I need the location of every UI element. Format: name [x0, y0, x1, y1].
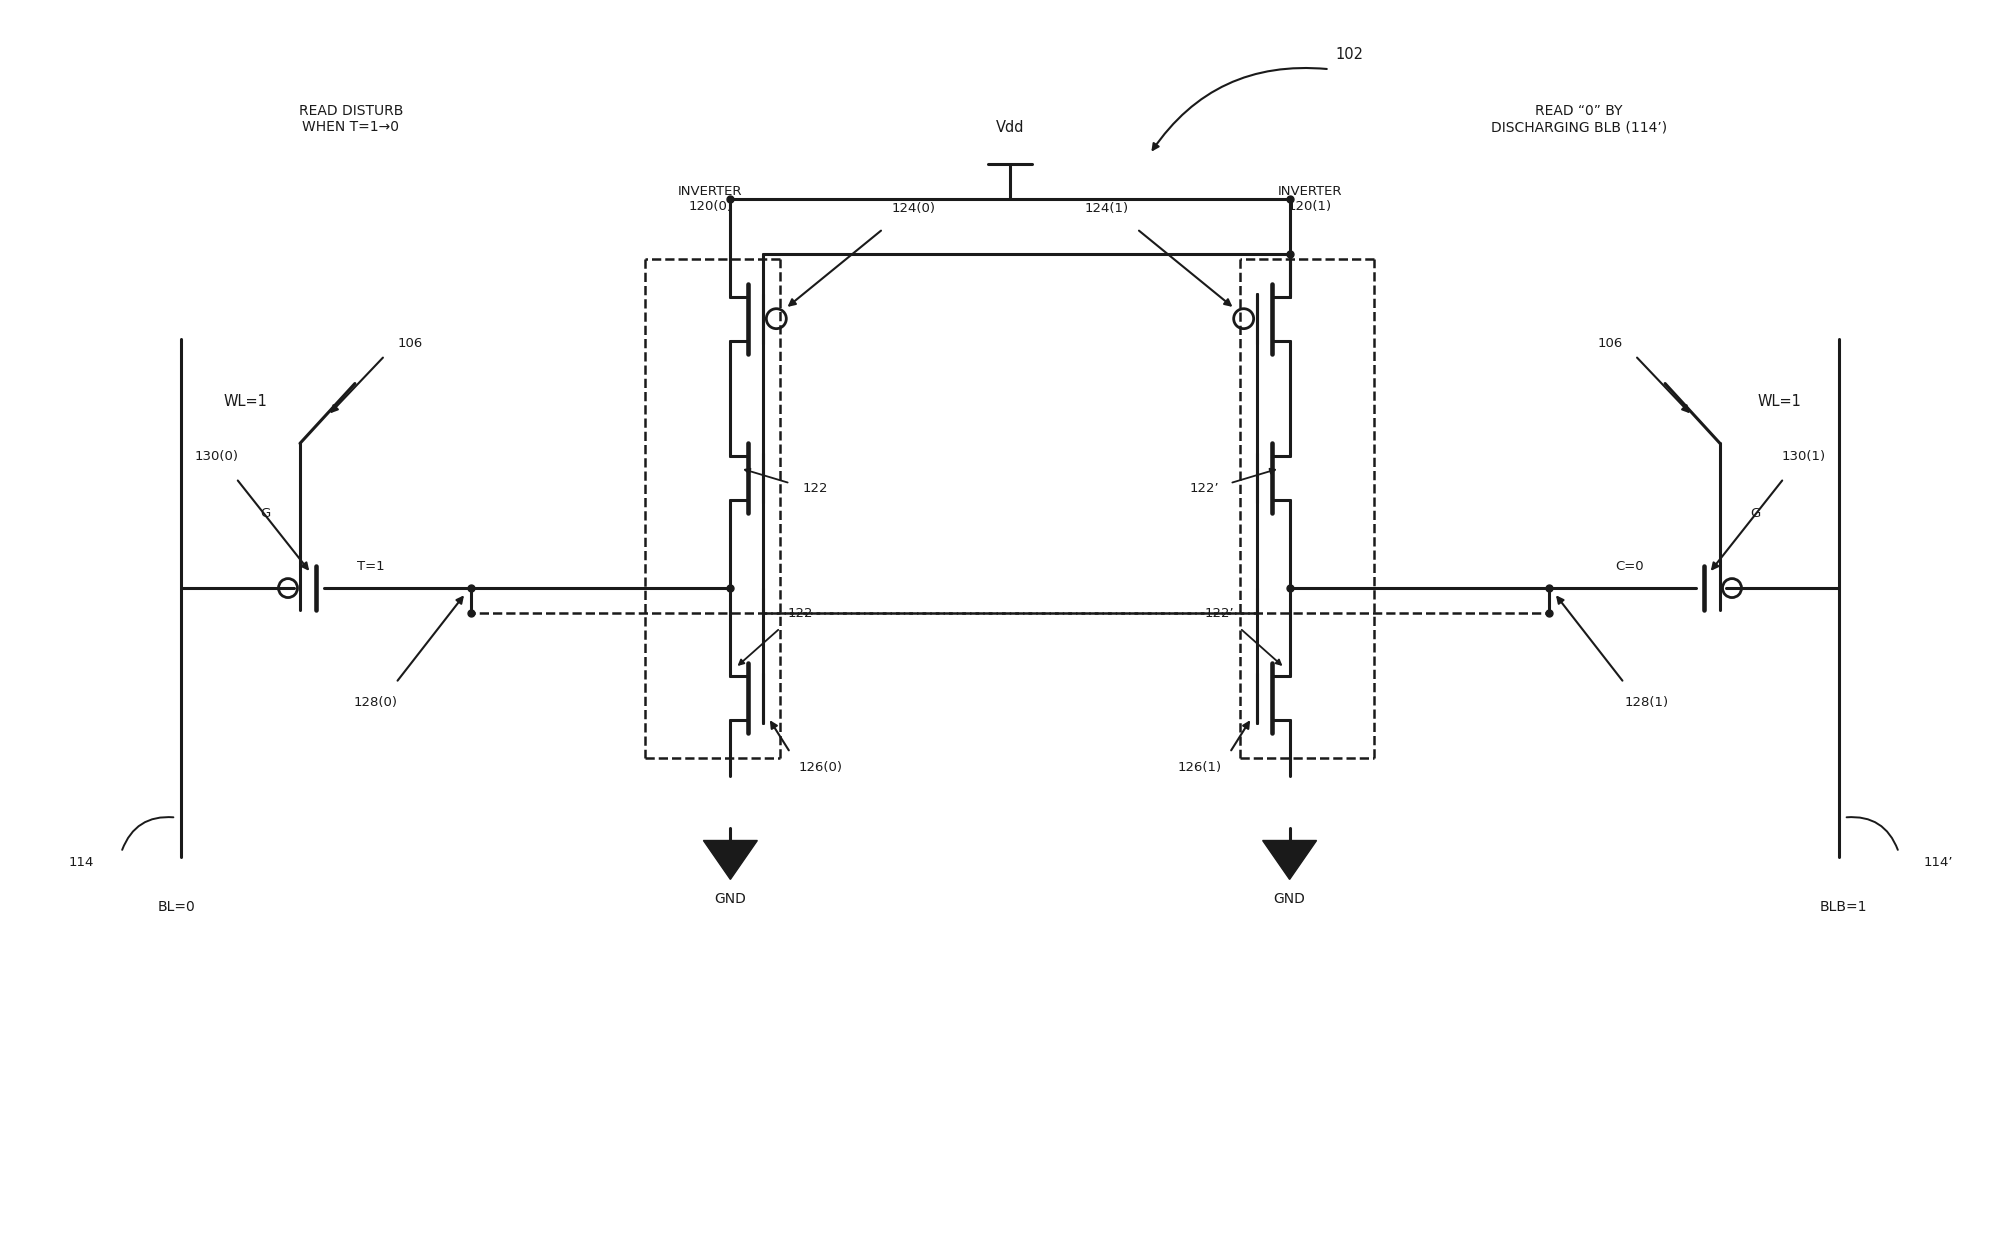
- Text: 130(0): 130(0): [193, 449, 237, 463]
- Text: 122: 122: [803, 482, 829, 495]
- Text: 126(1): 126(1): [1177, 761, 1221, 774]
- Text: GND: GND: [714, 893, 746, 906]
- Text: INVERTER
120(1): INVERTER 120(1): [1278, 184, 1342, 213]
- Text: 114: 114: [68, 855, 95, 869]
- Text: WL=1: WL=1: [1758, 394, 1803, 409]
- Text: 122’: 122’: [1189, 482, 1219, 495]
- Text: Vdd: Vdd: [996, 120, 1024, 135]
- Text: 128(1): 128(1): [1626, 696, 1670, 709]
- Text: 124(0): 124(0): [891, 203, 936, 215]
- Text: 122’: 122’: [1205, 607, 1235, 619]
- Text: BLB=1: BLB=1: [1821, 900, 1867, 915]
- Text: C=0: C=0: [1616, 560, 1644, 573]
- Text: 128(0): 128(0): [354, 696, 398, 709]
- Text: READ DISTURB
WHEN T=1→0: READ DISTURB WHEN T=1→0: [298, 104, 402, 134]
- Text: BL=0: BL=0: [157, 900, 195, 915]
- Text: 122: 122: [787, 607, 813, 619]
- Text: T=1: T=1: [356, 560, 384, 573]
- Text: 126(0): 126(0): [799, 761, 843, 774]
- Text: READ “0” BY
DISCHARGING BLB (114’): READ “0” BY DISCHARGING BLB (114’): [1491, 104, 1668, 134]
- Text: 130(1): 130(1): [1783, 449, 1827, 463]
- Polygon shape: [1264, 841, 1316, 879]
- Text: G: G: [260, 506, 270, 520]
- Text: G: G: [1750, 506, 1760, 520]
- Text: WL=1: WL=1: [223, 394, 268, 409]
- Text: INVERTER
120(0): INVERTER 120(0): [678, 184, 742, 213]
- Text: 106: 106: [1598, 337, 1624, 350]
- Text: GND: GND: [1274, 893, 1306, 906]
- Text: 114’: 114’: [1923, 855, 1954, 869]
- Text: 102: 102: [1336, 47, 1364, 62]
- Text: 124(1): 124(1): [1084, 203, 1129, 215]
- Text: 106: 106: [396, 337, 423, 350]
- Polygon shape: [704, 841, 757, 879]
